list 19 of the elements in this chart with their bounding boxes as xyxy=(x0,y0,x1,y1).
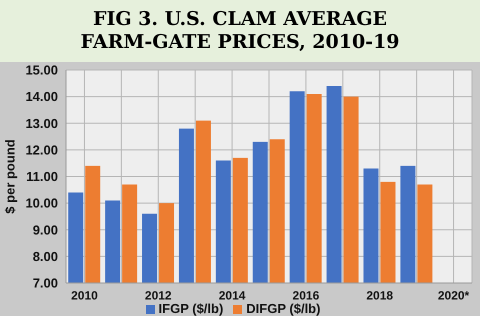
y-axis-title: $ per pound xyxy=(2,139,18,214)
x-tick-label: 2010 xyxy=(71,288,98,303)
x-tick-label: 2020* xyxy=(438,288,470,303)
y-tick-label: 8.00 xyxy=(32,248,58,264)
y-tick-label: 9.00 xyxy=(32,222,58,238)
x-tick-label: 2012 xyxy=(144,288,172,303)
y-tick-label: 10.00 xyxy=(25,196,58,211)
x-tick-label: 2014 xyxy=(218,288,246,303)
y-tick-label: 14.00 xyxy=(25,89,58,104)
chart-title: FIG 3. U.S. CLAM AVERAGE FARM-GATE PRICES, 2010-19 xyxy=(0,0,480,62)
legend-label: DIFGP ($/lb) xyxy=(246,301,320,316)
legend-label: IFGP ($/lb) xyxy=(158,301,224,316)
x-tick-label: 2018 xyxy=(366,288,394,303)
y-tick-label: 11.00 xyxy=(26,169,58,184)
x-tick-label: 2016 xyxy=(292,288,320,303)
y-tick-label: 7.00 xyxy=(32,276,58,291)
y-tick-label: 15.00 xyxy=(25,62,58,78)
y-tick-label: 12.00 xyxy=(25,142,58,158)
y-tick-label: 13.00 xyxy=(25,116,58,131)
